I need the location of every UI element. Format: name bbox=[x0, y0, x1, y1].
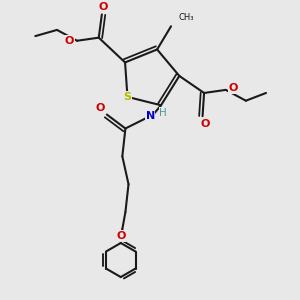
Text: N: N bbox=[146, 111, 155, 121]
Text: O: O bbox=[96, 103, 105, 113]
Text: O: O bbox=[65, 36, 74, 46]
Text: O: O bbox=[116, 231, 125, 241]
Text: S: S bbox=[124, 92, 131, 102]
Text: O: O bbox=[99, 2, 108, 12]
Text: H: H bbox=[159, 108, 167, 118]
Text: CH₃: CH₃ bbox=[179, 13, 194, 22]
Text: O: O bbox=[201, 119, 210, 129]
Text: O: O bbox=[229, 83, 238, 93]
